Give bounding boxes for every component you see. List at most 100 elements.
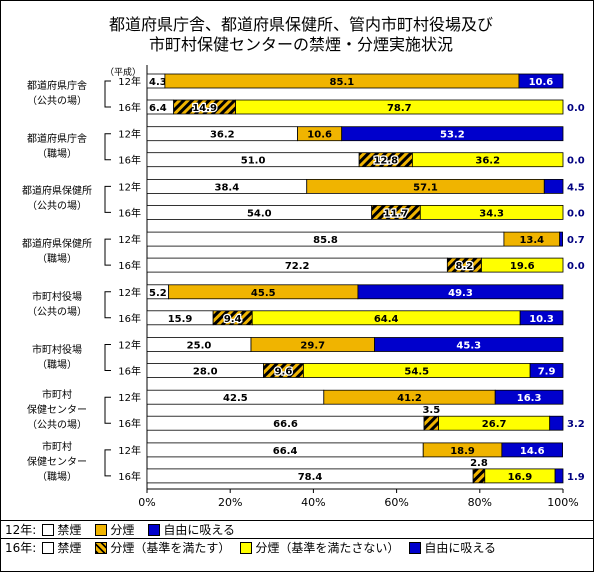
group-label: 都道府県庁舎 （職場） xyxy=(27,133,87,160)
data-label: 54.0 xyxy=(247,208,272,219)
bar-year-label: 16年 xyxy=(118,259,141,272)
x-tick-label: 0% xyxy=(138,496,155,509)
data-label: 66.6 xyxy=(273,419,298,430)
bar-year-label: 12年 xyxy=(118,75,141,88)
group-label: 市町村 保健センター （職場） xyxy=(27,442,87,484)
data-label: 10.3 xyxy=(529,314,554,325)
bar-segment-jiyu xyxy=(529,363,564,378)
data-label: 12.8 xyxy=(373,156,398,167)
group-bracket xyxy=(104,449,111,477)
data-label: 78.7 xyxy=(387,103,412,114)
chart-title-line1: 都道府県庁舎、都道府県保健所、管内市町村役場及び xyxy=(108,15,493,34)
data-label: 85.1 xyxy=(330,77,355,88)
bar-year-label: 16年 xyxy=(118,206,141,219)
chart-title-line2: 市町村保健センターの禁煙・分煙実施状況 xyxy=(148,35,453,54)
group-bracket xyxy=(104,80,111,108)
data-label: 45.3 xyxy=(456,341,481,352)
bar-year-label: 12年 xyxy=(118,286,141,299)
legend-12-bunen: 分煙 xyxy=(110,523,135,537)
bar-segment-jiyu xyxy=(501,442,563,458)
legend-16-kinen: 禁煙 xyxy=(57,541,82,555)
data-label: 1.9 xyxy=(567,472,585,483)
data-label: 2.8 xyxy=(470,458,488,469)
legend-12-jiyu: 自由に吸える xyxy=(163,523,235,537)
bar-segment-jiyu xyxy=(543,178,564,194)
group-bracket xyxy=(104,344,111,371)
data-label: 66.4 xyxy=(273,446,298,457)
x-tick-label: 40% xyxy=(301,496,325,509)
bar-year-label: 12年 xyxy=(118,444,141,457)
data-label: 45.5 xyxy=(251,288,276,299)
data-label: 57.1 xyxy=(413,182,438,193)
data-label: 18.9 xyxy=(450,446,475,457)
group-bracket xyxy=(104,291,111,319)
data-label: 28.0 xyxy=(193,367,218,378)
bar-segment-jiyu xyxy=(554,468,564,484)
bar-segment-jiyu xyxy=(549,415,564,431)
data-label: 6.4 xyxy=(149,103,167,114)
bar-segment-jiyu xyxy=(518,73,564,89)
group-label: 市町村役場 （公共の場） xyxy=(27,291,87,318)
data-label: 8.2 xyxy=(456,261,474,272)
data-label: 15.9 xyxy=(168,314,193,325)
bar-segment-jiyu xyxy=(559,231,563,247)
bar-segment-jiyu xyxy=(374,337,564,352)
data-label: 14.9 xyxy=(192,103,217,114)
data-label: 9.6 xyxy=(275,367,293,378)
data-label: 29.7 xyxy=(300,341,325,352)
bar-segment-kijun-ng xyxy=(481,257,564,273)
x-tick-label: 100% xyxy=(547,496,578,509)
data-label: 34.3 xyxy=(479,208,504,219)
data-label: 49.3 xyxy=(448,288,473,299)
data-label: 0.0 xyxy=(567,103,585,114)
data-label: 5.2 xyxy=(149,288,167,299)
bar-segment-kijun-ok xyxy=(472,468,486,484)
data-label: 9.4 xyxy=(224,314,242,325)
bar-year-label: 16年 xyxy=(118,417,141,430)
data-label: 38.4 xyxy=(215,182,240,193)
group-bracket xyxy=(104,185,111,213)
group-bracket xyxy=(104,238,111,266)
legend-swatch-bunen xyxy=(95,523,108,536)
legend-swatch-jiyu xyxy=(148,523,161,536)
bar-year-label: 16年 xyxy=(118,312,141,325)
legend-12-kinen: 禁煙 xyxy=(57,523,82,537)
bar-segment-kijun-ng xyxy=(412,152,564,168)
group-label: 市町村 保健センター （公共の場） xyxy=(27,389,87,431)
data-label: 36.2 xyxy=(475,156,500,167)
data-label: 0.0 xyxy=(567,261,585,272)
data-label: 26.7 xyxy=(482,419,507,430)
x-tick-label: 80% xyxy=(468,496,492,509)
data-label: 54.5 xyxy=(404,367,429,378)
legend-row-12: 12年: 禁煙 分煙 自由に吸える xyxy=(1,521,593,538)
data-label: 19.6 xyxy=(510,261,535,272)
legend-swatch-kijun-ok xyxy=(95,541,108,554)
bar-segment-jiyu xyxy=(357,284,564,300)
bar-segment-jiyu xyxy=(519,310,564,326)
bar-segment-kijun-ok xyxy=(423,415,440,431)
bar-year-label: 12年 xyxy=(118,233,141,246)
data-label: 16.3 xyxy=(517,393,542,404)
legend-16-kijun-ok: 分煙（基準を満たす） xyxy=(110,541,231,555)
group-label: 市町村役場 （職場） xyxy=(32,344,82,371)
stacked-bar-chart: 0% 20% 40% 60% 80% 100% 12年 4.3 85.1 10.6 16年 6.4 14… xyxy=(104,65,585,509)
bar-year-label: 16年 xyxy=(118,470,141,483)
legend-swatch-jiyu-16 xyxy=(409,541,422,554)
data-label: 64.4 xyxy=(374,314,399,325)
bar-year-label: 12年 xyxy=(118,339,141,352)
legend-row-16: 16年: 禁煙 分煙（基準を満たす） 分煙（基準を満たさない） 自由に吸える xyxy=(1,538,593,556)
bar-year-label: 16年 xyxy=(118,101,141,114)
legend-swatch-kijun-ng xyxy=(240,541,253,554)
bar-year-label: 16年 xyxy=(118,154,141,167)
legend-swatch-kinen-16 xyxy=(42,541,55,554)
bar-segment-kijun-ng xyxy=(235,99,564,115)
group-label: 都道府県保健所 （職場） xyxy=(22,239,92,266)
data-label: 78.4 xyxy=(298,472,323,483)
bar-year-label: 12年 xyxy=(118,391,141,404)
data-label: 11.7 xyxy=(384,208,409,219)
data-label: 3.2 xyxy=(567,419,585,430)
legend-16-jiyu: 自由に吸える xyxy=(424,541,497,555)
data-label: 42.5 xyxy=(223,393,248,404)
bar-year-label: 16年 xyxy=(118,365,141,378)
